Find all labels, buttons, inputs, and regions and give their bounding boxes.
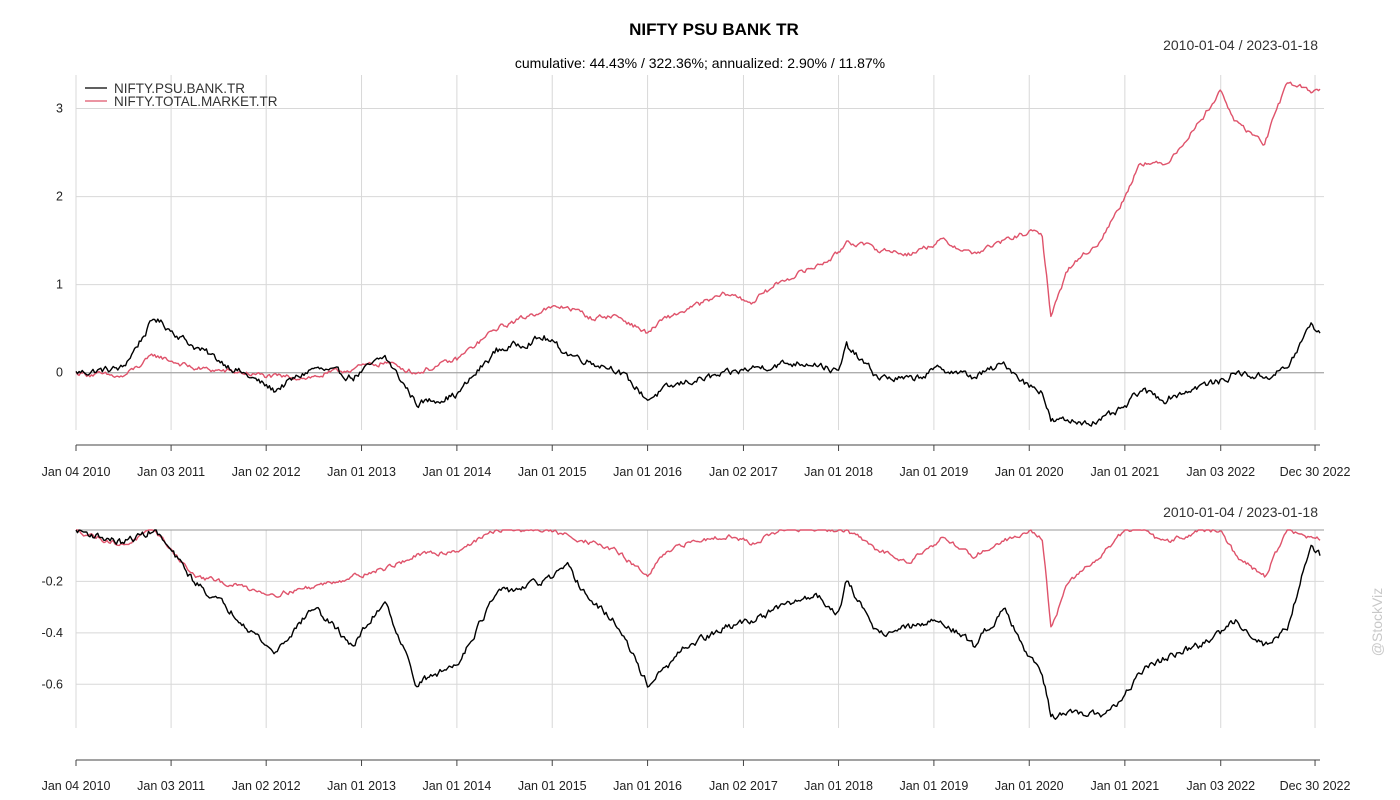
- x-tick-label: Jan 01 2015: [518, 779, 587, 793]
- drawdown-panel: Jan 04 2010 Jan 03 2011 Jan 02 2012 Jan 01 …: [41, 529, 1351, 793]
- x-tick-label: Jan 02 2012: [232, 779, 301, 793]
- total-market-series-line-top: [75, 81, 1321, 381]
- y-tick-label: -0.2: [41, 574, 63, 588]
- total-market-series-line-bottom: [76, 529, 1321, 628]
- x-tick-label: Jan 02 2017: [709, 779, 778, 793]
- psu-bank-series-line-bottom: [75, 529, 1321, 720]
- x-tick-label: Jan 01 2014: [422, 465, 491, 479]
- x-tick-label: Jan 01 2020: [995, 779, 1064, 793]
- x-tick-label: Jan 01 2019: [899, 465, 968, 479]
- x-tick-label: Jan 01 2018: [804, 465, 873, 479]
- y-tick-label: -0.6: [41, 677, 63, 691]
- x-tick-label: Jan 01 2016: [613, 465, 682, 479]
- y-tick-label: 3: [56, 101, 63, 115]
- x-tick-label: Jan 01 2021: [1090, 779, 1159, 793]
- x-tick-label: Jan 02 2017: [709, 465, 778, 479]
- y-tick-label: -0.4: [41, 626, 63, 640]
- psu-bank-series-line-top: [75, 318, 1321, 427]
- x-tick-label: Jan 03 2022: [1186, 465, 1255, 479]
- y-tick-label: 2: [56, 190, 63, 204]
- legend-label-total-market: NIFTY.TOTAL.MARKET.TR: [114, 94, 278, 109]
- y-tick-label: 1: [56, 278, 63, 292]
- top-panel-date-range: 2010-01-04 / 2023-01-18: [1163, 37, 1318, 53]
- y-tick-label: 0: [56, 366, 63, 380]
- x-tick-label: Jan 04 2010: [42, 465, 111, 479]
- x-tick-label: Jan 01 2019: [899, 779, 968, 793]
- legend: NIFTY.PSU.BANK.TR NIFTY.TOTAL.MARKET.TR: [85, 81, 278, 109]
- x-tick-label: Jan 01 2016: [613, 779, 682, 793]
- bottom-panel-date-range: 2010-01-04 / 2023-01-18: [1163, 504, 1318, 520]
- cumulative-returns-panel: Jan 04 2010 Jan 03 2011 Jan 02 2012 Jan 01 …: [42, 75, 1351, 479]
- legend-label-psu-bank: NIFTY.PSU.BANK.TR: [114, 81, 245, 96]
- x-tick-label: Jan 03 2011: [137, 465, 205, 479]
- x-tick-label: Jan 01 2020: [995, 465, 1064, 479]
- x-tick-label: Jan 01 2013: [327, 779, 396, 793]
- x-tick-label: Jan 02 2012: [232, 465, 301, 479]
- chart-subtitle: cumulative: 44.43% / 322.36%; annualized…: [515, 55, 885, 71]
- watermark: @StockViz: [1369, 588, 1385, 656]
- x-tick-label: Jan 01 2014: [422, 779, 491, 793]
- x-tick-label: Jan 01 2018: [804, 779, 873, 793]
- x-tick-label: Jan 04 2010: [42, 779, 111, 793]
- x-tick-label: Dec 30 2022: [1280, 779, 1351, 793]
- x-tick-label: Jan 01 2013: [327, 465, 396, 479]
- x-tick-label: Jan 03 2011: [137, 779, 205, 793]
- chart-title: NIFTY PSU BANK TR: [629, 20, 799, 39]
- x-tick-label: Jan 03 2022: [1186, 779, 1255, 793]
- x-tick-label: Jan 01 2021: [1090, 465, 1159, 479]
- x-tick-label: Jan 01 2015: [518, 465, 587, 479]
- x-tick-label: Dec 30 2022: [1280, 465, 1351, 479]
